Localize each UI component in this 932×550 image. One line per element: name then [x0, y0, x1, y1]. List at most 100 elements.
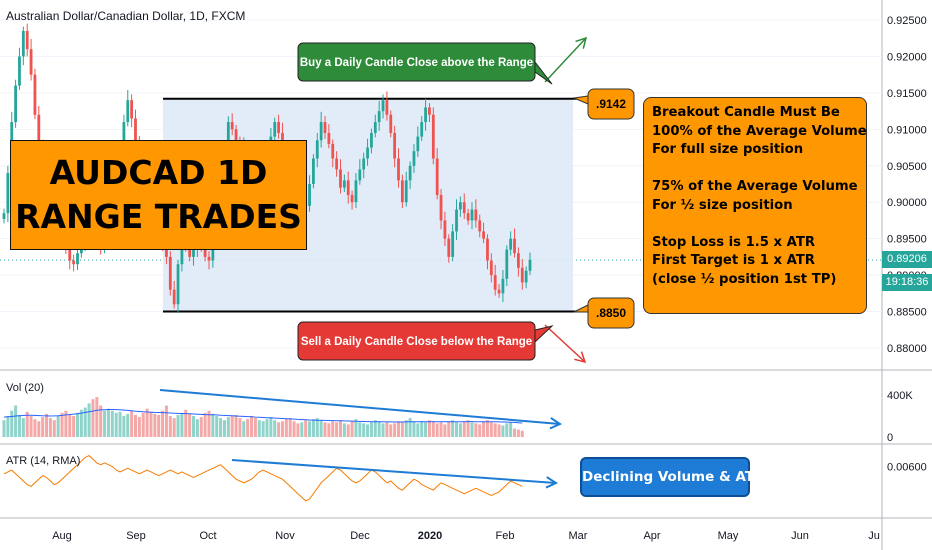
candle-body [188, 245, 192, 257]
volume-bar [284, 419, 288, 437]
volume-bar [207, 410, 211, 437]
volume-bar [41, 417, 45, 437]
volume-bar [157, 414, 161, 437]
volume-bar [404, 420, 408, 437]
time-axis-label: Mar [569, 530, 588, 542]
volume-bar [435, 423, 439, 437]
volume-bar [300, 422, 304, 437]
candle-body [130, 100, 134, 119]
volume-bar [103, 410, 107, 437]
candle-body [373, 122, 377, 133]
rules-line: For ½ size position [652, 197, 793, 213]
volume-bar [222, 420, 226, 437]
volume-bar [48, 418, 52, 437]
volume-tick-label: 400K [887, 390, 913, 402]
volume-bar [462, 421, 466, 437]
candle-body [424, 107, 427, 123]
price-tick-label: 0.92000 [887, 51, 927, 63]
volume-bar [56, 416, 60, 437]
candle-body [346, 180, 350, 195]
candle-body [408, 165, 412, 181]
candle-body [312, 158, 315, 184]
volume-bar [72, 416, 76, 437]
candle-body [431, 114, 435, 159]
volume-bar [226, 417, 230, 437]
bar-countdown-tag: 19:18:36 [882, 274, 932, 291]
atr-indicator-label[interactable]: ATR (14, RMA) [6, 455, 81, 467]
volume-bar [277, 422, 281, 437]
candle-body [513, 238, 516, 254]
time-axis-label: Oct [199, 530, 216, 542]
volume-bar [393, 423, 397, 437]
atr-trend-arrow-head [545, 476, 559, 489]
time-axis-label: Aug [52, 530, 72, 542]
candle-body [466, 213, 470, 221]
volume-bar [323, 422, 327, 437]
candle-body [172, 289, 176, 305]
candle-body [331, 143, 335, 159]
candle-body [68, 249, 72, 261]
price-tick-label: 0.88000 [887, 343, 927, 355]
volume-bar [60, 412, 64, 437]
candle-body [29, 49, 33, 75]
volume-bar [114, 412, 118, 437]
volume-bar [451, 420, 455, 437]
candle-body [393, 132, 397, 159]
rules-line: First Target is 1 x ATR [652, 253, 815, 268]
atr-line [3, 455, 523, 502]
volume-bar [52, 420, 56, 437]
volume-bar [389, 424, 393, 437]
volume-bar [369, 422, 373, 437]
volume-bar [265, 419, 269, 437]
candle-body [443, 220, 447, 239]
volume-bar [29, 416, 33, 437]
volume-bar [21, 418, 25, 437]
candle-body [126, 100, 130, 123]
volume-bar [381, 423, 385, 437]
candle-body [381, 100, 385, 112]
volume-bar [153, 413, 157, 437]
candle-body [234, 129, 238, 144]
volume-bar [176, 414, 180, 437]
price-tick-label: 0.92500 [887, 15, 927, 27]
volume-bar [87, 403, 91, 437]
volume-bar [292, 421, 296, 437]
range-bottom-level-tag-tail [573, 304, 589, 313]
volume-bar [455, 422, 459, 437]
rules-line: 100% of the Average Volume [652, 123, 867, 139]
candle-body [478, 220, 482, 232]
price-tick-label: 0.90500 [887, 161, 927, 173]
volume-bar [168, 416, 172, 437]
candle-body [6, 173, 10, 214]
time-axis-label: Feb [496, 530, 515, 542]
volume-bar [342, 423, 346, 437]
rules-line: Breakout Candle Must Be [652, 105, 840, 120]
volume-bar [288, 418, 292, 437]
volume-bar [400, 422, 404, 437]
symbol-title[interactable]: Australian Dollar/Canadian Dollar, 1D, F… [6, 9, 246, 23]
price-tick-label: 0.89500 [887, 234, 927, 246]
volume-indicator-label[interactable]: Vol (20) [6, 382, 44, 394]
volume-bar [319, 420, 323, 437]
volume-bar [195, 419, 199, 437]
volume-bar [161, 410, 165, 437]
candle-body [486, 238, 489, 261]
volume-bar [482, 421, 486, 437]
candle-body [435, 158, 439, 195]
candle-body [358, 169, 362, 181]
volume-bar [238, 418, 242, 437]
candle-body [335, 158, 339, 170]
volume-bar [304, 420, 308, 437]
volume-bar [311, 419, 315, 437]
candle-body [470, 209, 474, 221]
candle-body [203, 245, 207, 257]
candle-body [323, 122, 327, 133]
candle-body [354, 180, 358, 203]
sell-callout-text: Sell a Daily Candle Close below the Rang… [301, 336, 532, 348]
candle-body [520, 267, 524, 283]
volume-bar [64, 410, 68, 437]
candle-body [226, 122, 230, 152]
volume-bar [416, 423, 420, 437]
volume-tick-label: 0 [887, 432, 893, 444]
volume-bar [242, 421, 246, 437]
